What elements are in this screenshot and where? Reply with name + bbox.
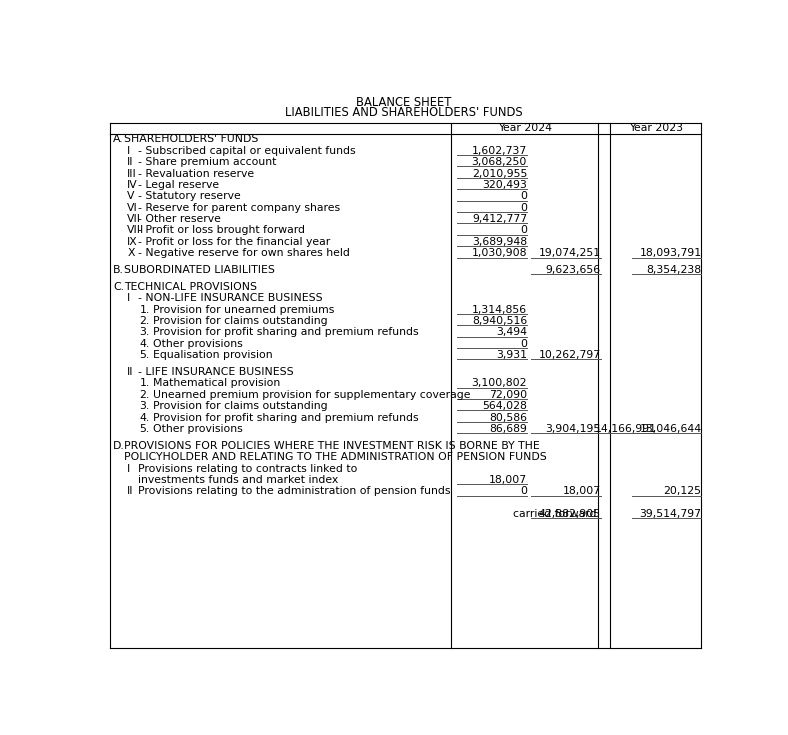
Text: - Reserve for parent company shares: - Reserve for parent company shares — [138, 203, 340, 212]
Text: 39,514,797: 39,514,797 — [639, 509, 701, 519]
Text: IV: IV — [127, 180, 138, 190]
Text: 0: 0 — [520, 191, 527, 201]
Text: - Revaluation reserve: - Revaluation reserve — [138, 168, 255, 179]
Text: BALANCE SHEET: BALANCE SHEET — [356, 96, 452, 109]
Text: 3,068,250: 3,068,250 — [472, 157, 527, 167]
Text: Provision for claims outstanding: Provision for claims outstanding — [153, 401, 327, 411]
Text: 86,689: 86,689 — [489, 424, 527, 434]
Text: VII: VII — [127, 214, 141, 224]
Text: 18,093,791: 18,093,791 — [639, 248, 701, 258]
Text: 20,125: 20,125 — [663, 487, 701, 496]
Text: Provisions relating to the administration of pension funds: Provisions relating to the administratio… — [138, 487, 451, 496]
Text: SUBORDINATED LIABILITIES: SUBORDINATED LIABILITIES — [124, 265, 275, 275]
Text: Provision for unearned premiums: Provision for unearned premiums — [153, 304, 334, 315]
Text: 42,882,905: 42,882,905 — [538, 509, 600, 519]
Text: Other provisions: Other provisions — [153, 424, 243, 434]
Text: Year 2023: Year 2023 — [629, 123, 682, 133]
Text: - Other reserve: - Other reserve — [138, 214, 221, 224]
Text: 3.: 3. — [139, 401, 150, 411]
Text: 1.: 1. — [139, 304, 150, 315]
Text: PROVISIONS FOR POLICIES WHERE THE INVESTMENT RISK IS BORNE BY THE: PROVISIONS FOR POLICIES WHERE THE INVEST… — [124, 441, 540, 451]
Text: 0: 0 — [520, 226, 527, 235]
Text: TECHNICAL PROVISIONS: TECHNICAL PROVISIONS — [124, 282, 257, 292]
Text: - Statutory reserve: - Statutory reserve — [138, 191, 241, 201]
Text: - Subscribed capital or equivalent funds: - Subscribed capital or equivalent funds — [138, 146, 355, 156]
Text: A.: A. — [113, 135, 124, 144]
Text: 8,940,516: 8,940,516 — [472, 316, 527, 326]
Text: II: II — [127, 487, 134, 496]
Text: - LIFE INSURANCE BUSINESS: - LIFE INSURANCE BUSINESS — [138, 367, 294, 377]
Text: 1,030,908: 1,030,908 — [471, 248, 527, 258]
Text: Provisions relating to contracts linked to: Provisions relating to contracts linked … — [138, 464, 358, 473]
Text: V: V — [127, 191, 135, 201]
Text: 13,046,644: 13,046,644 — [639, 424, 701, 434]
Text: B.: B. — [113, 265, 124, 275]
Text: 0: 0 — [520, 203, 527, 212]
Text: 10,262,797: 10,262,797 — [538, 351, 600, 360]
Text: VIII: VIII — [127, 226, 144, 235]
Text: 2,010,955: 2,010,955 — [472, 168, 527, 179]
Text: Equalisation provision: Equalisation provision — [153, 351, 273, 360]
Text: 9,623,656: 9,623,656 — [545, 265, 600, 275]
Text: 18,007: 18,007 — [563, 487, 600, 496]
Text: 3,494: 3,494 — [496, 328, 527, 337]
Text: 1,314,856: 1,314,856 — [472, 304, 527, 315]
Text: III: III — [127, 168, 137, 179]
Text: 9,412,777: 9,412,777 — [472, 214, 527, 224]
Text: X: X — [127, 248, 135, 258]
Text: 4.: 4. — [139, 339, 150, 349]
Text: Provision for profit sharing and premium refunds: Provision for profit sharing and premium… — [153, 412, 418, 423]
Text: 8,354,238: 8,354,238 — [646, 265, 701, 275]
Text: 2.: 2. — [139, 316, 150, 326]
Text: 3,100,802: 3,100,802 — [471, 379, 527, 388]
Text: 14,166,991: 14,166,991 — [594, 424, 656, 434]
Text: 3,904,195: 3,904,195 — [545, 424, 600, 434]
Text: investments funds and market index: investments funds and market index — [138, 475, 338, 485]
Text: 2.: 2. — [139, 390, 150, 400]
Text: Unearned premium provision for supplementary coverage: Unearned premium provision for supplemen… — [153, 390, 470, 400]
Text: 564,028: 564,028 — [482, 401, 527, 411]
Text: VI: VI — [127, 203, 138, 212]
Text: 0: 0 — [520, 339, 527, 349]
Text: 4.: 4. — [139, 412, 150, 423]
Text: Other provisions: Other provisions — [153, 339, 243, 349]
Text: 5.: 5. — [139, 351, 150, 360]
Text: SHAREHOLDERS' FUNDS: SHAREHOLDERS' FUNDS — [124, 135, 258, 144]
Text: POLICYHOLDER AND RELATING TO THE ADMINISTRATION OF PENSION FUNDS: POLICYHOLDER AND RELATING TO THE ADMINIS… — [124, 452, 547, 462]
Text: - Profit or loss for the financial year: - Profit or loss for the financial year — [138, 237, 330, 247]
Text: 1,602,737: 1,602,737 — [472, 146, 527, 156]
Text: - Profit or loss brought forward: - Profit or loss brought forward — [138, 226, 305, 235]
Text: Provision for claims outstanding: Provision for claims outstanding — [153, 316, 327, 326]
Text: 18,007: 18,007 — [489, 475, 527, 485]
Text: - Share premium account: - Share premium account — [138, 157, 277, 167]
Text: C.: C. — [113, 282, 125, 292]
Text: I: I — [127, 464, 131, 473]
Text: I: I — [127, 293, 131, 304]
Text: carried forward: carried forward — [513, 509, 597, 519]
Text: 320,493: 320,493 — [482, 180, 527, 190]
Text: - NON-LIFE INSURANCE BUSINESS: - NON-LIFE INSURANCE BUSINESS — [138, 293, 322, 304]
Text: Provision for profit sharing and premium refunds: Provision for profit sharing and premium… — [153, 328, 418, 337]
Text: Year 2024: Year 2024 — [498, 123, 552, 133]
Text: Mathematical provision: Mathematical provision — [153, 379, 280, 388]
Text: 5.: 5. — [139, 424, 150, 434]
Text: 0: 0 — [520, 487, 527, 496]
Text: IX: IX — [127, 237, 138, 247]
Text: - Legal reserve: - Legal reserve — [138, 180, 219, 190]
Text: 80,586: 80,586 — [489, 412, 527, 423]
Text: - Negative reserve for own shares held: - Negative reserve for own shares held — [138, 248, 350, 258]
Text: D.: D. — [113, 441, 125, 451]
Text: I: I — [127, 146, 131, 156]
Text: II: II — [127, 367, 134, 377]
Text: 3,689,948: 3,689,948 — [472, 237, 527, 247]
Text: 1.: 1. — [139, 379, 150, 388]
Text: 3,931: 3,931 — [496, 351, 527, 360]
Text: LIABILITIES AND SHAREHOLDERS' FUNDS: LIABILITIES AND SHAREHOLDERS' FUNDS — [285, 106, 522, 119]
Text: 3.: 3. — [139, 328, 150, 337]
Text: II: II — [127, 157, 134, 167]
Text: 19,074,251: 19,074,251 — [538, 248, 600, 258]
Text: 72,090: 72,090 — [489, 390, 527, 400]
